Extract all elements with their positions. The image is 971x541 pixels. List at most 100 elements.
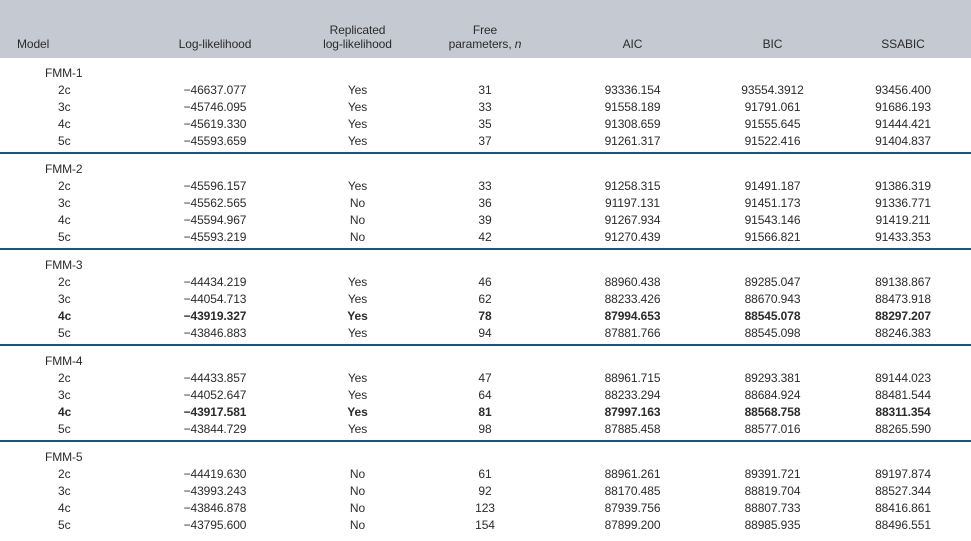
cell-free-parameters: 94: [415, 325, 555, 346]
cell-aic: 93336.154: [604, 83, 661, 97]
group-label-row: FMM-1: [0, 58, 971, 82]
cell-free-parameters: 98: [415, 421, 555, 442]
cell-free-parameters: 123: [475, 501, 495, 515]
cell-bic: 89391.721: [744, 467, 801, 481]
cell-model: 2c: [58, 83, 71, 97]
table-row: 3c −45562.565 No 36 91197.131 91451.173 91336.…: [0, 195, 971, 212]
cell-ssabic: 91404.837: [835, 133, 971, 154]
cell-bic: 88670.943: [744, 292, 801, 306]
cell-aic: 91270.439: [555, 229, 710, 250]
cell-ssabic: 88311.354: [875, 405, 931, 419]
column-header-ssabic: SSABIC: [835, 0, 971, 58]
cell-model: 4c: [58, 309, 72, 323]
cell-aic: 88961.261: [604, 467, 661, 481]
table-row: 3c −43993.243 No 92 88170.485 88819.704 88527.…: [0, 483, 971, 500]
cell-model: 5c: [58, 518, 71, 532]
cell-ssabic: 91686.193: [875, 100, 931, 114]
cell-model: 4c: [58, 213, 71, 227]
cell-aic: 88233.294: [604, 388, 661, 402]
cell-replicated: Yes: [347, 388, 368, 402]
cell-ssabic: 88416.861: [875, 501, 931, 515]
group-label-row: FMM-4: [0, 345, 971, 370]
group-label: FMM-3: [45, 258, 83, 272]
table-row: 4c −45619.330 Yes 35 91308.659 91555.645 91444…: [0, 116, 971, 133]
cell-aic: 91558.189: [604, 100, 661, 114]
table-row: 4c −43919.327 Yes 78 87994.653 88545.078 88297…: [0, 308, 971, 325]
cell-free-parameters: 42: [415, 229, 555, 250]
cell-log-likelihood: −45593.659: [130, 133, 300, 154]
column-header-log-likelihood: Log-likelihood: [130, 0, 300, 58]
cell-free-parameters: 37: [415, 133, 555, 154]
table-row: 2c −44419.630 No 61 88961.261 89391.721 89197.…: [0, 466, 971, 483]
cell-bic: 88568.758: [744, 405, 801, 419]
cell-aic: 88960.438: [604, 275, 661, 289]
group-label-row: FMM-2: [0, 153, 971, 178]
cell-aic: 88170.485: [604, 484, 661, 498]
cell-log-likelihood: −45562.565: [183, 196, 247, 210]
cell-log-likelihood: −44054.713: [183, 292, 247, 306]
cell-ssabic: 93456.400: [875, 83, 931, 97]
cell-log-likelihood: −45746.095: [183, 100, 247, 114]
cell-bic: 91555.645: [744, 117, 801, 131]
group-label: FMM-2: [45, 162, 83, 176]
table-row: 4c −43917.581 Yes 81 87997.163 88568.758 88311…: [0, 404, 971, 421]
cell-ssabic: 91386.319: [875, 179, 931, 193]
cell-model: 5c: [0, 421, 130, 442]
cell-model: 5c: [0, 133, 130, 154]
cell-bic: 91451.173: [744, 196, 801, 210]
cell-replicated: No: [349, 213, 366, 227]
table-row: 3c −45746.095 Yes 33 91558.189 91791.061 91686…: [0, 99, 971, 116]
cell-aic: 91261.317: [555, 133, 710, 154]
cell-replicated: No: [349, 484, 366, 498]
cell-log-likelihood: −45596.157: [183, 179, 247, 193]
cell-aic: 91267.934: [604, 213, 661, 227]
cell-replicated: Yes: [347, 292, 368, 306]
cell-replicated: Yes: [347, 309, 368, 323]
column-header-replicated-log-likelihood: Replicated log-likelihood: [300, 0, 415, 58]
cell-ssabic: 89144.023: [875, 371, 931, 385]
cell-replicated: Yes: [347, 179, 368, 193]
cell-ssabic: 91419.211: [875, 213, 931, 227]
column-header-aic: AIC: [555, 0, 710, 58]
cell-ssabic: 89138.867: [875, 275, 931, 289]
cell-free-parameters: 61: [478, 467, 492, 481]
cell-replicated: Yes: [300, 325, 415, 346]
cell-aic: 87881.766: [555, 325, 710, 346]
group-label: FMM-1: [45, 66, 83, 80]
header-line: Free: [472, 23, 498, 37]
cell-ssabic: 89197.874: [875, 467, 931, 481]
cell-model: 4c: [58, 501, 71, 515]
group-label-row: FMM-5: [0, 441, 971, 466]
table-row: 2c −45596.157 Yes 33 91258.315 91491.187 91386…: [0, 178, 971, 195]
cell-ssabic: 88496.551: [875, 518, 931, 532]
cell-log-likelihood: −45594.967: [183, 213, 247, 227]
cell-model: 3c: [58, 292, 71, 306]
column-header-model: Model: [0, 0, 130, 58]
table-row: 5c −43795.600 No 154 87899.200 88985.935 88496…: [0, 517, 971, 534]
cell-log-likelihood: −43846.883: [130, 325, 300, 346]
cell-log-likelihood: −44419.630: [183, 467, 247, 481]
cell-free-parameters: 154: [475, 518, 495, 532]
cell-model: 2c: [58, 275, 71, 289]
cell-log-likelihood: −44052.647: [183, 388, 247, 402]
cell-bic: 88545.078: [744, 309, 801, 323]
header-line: log-likelihood: [323, 37, 392, 51]
cell-aic: 91258.315: [604, 179, 661, 193]
cell-aic: 87994.653: [604, 309, 661, 323]
cell-free-parameters: 62: [478, 292, 492, 306]
table-row: 5c −43844.729 Yes 98 87885.458 88577.016 88265…: [0, 421, 971, 442]
cell-free-parameters: 78: [478, 309, 492, 323]
cell-free-parameters: 39: [478, 213, 492, 227]
cell-aic: 91197.131: [605, 196, 660, 210]
table-row: 4c −43846.878 No 123 87939.756 88807.733 88416…: [0, 500, 971, 517]
cell-replicated: Yes: [347, 405, 368, 419]
column-header-free-parameters: Free parameters, n: [415, 0, 555, 58]
cell-replicated: No: [349, 501, 366, 515]
cell-aic: 91308.659: [604, 117, 661, 131]
table-row: 2c −44433.857 Yes 47 88961.715 89293.381 89144…: [0, 370, 971, 387]
cell-aic: 87899.200: [604, 518, 661, 532]
header-line: parameters,: [448, 37, 515, 51]
cell-replicated: Yes: [347, 371, 368, 385]
